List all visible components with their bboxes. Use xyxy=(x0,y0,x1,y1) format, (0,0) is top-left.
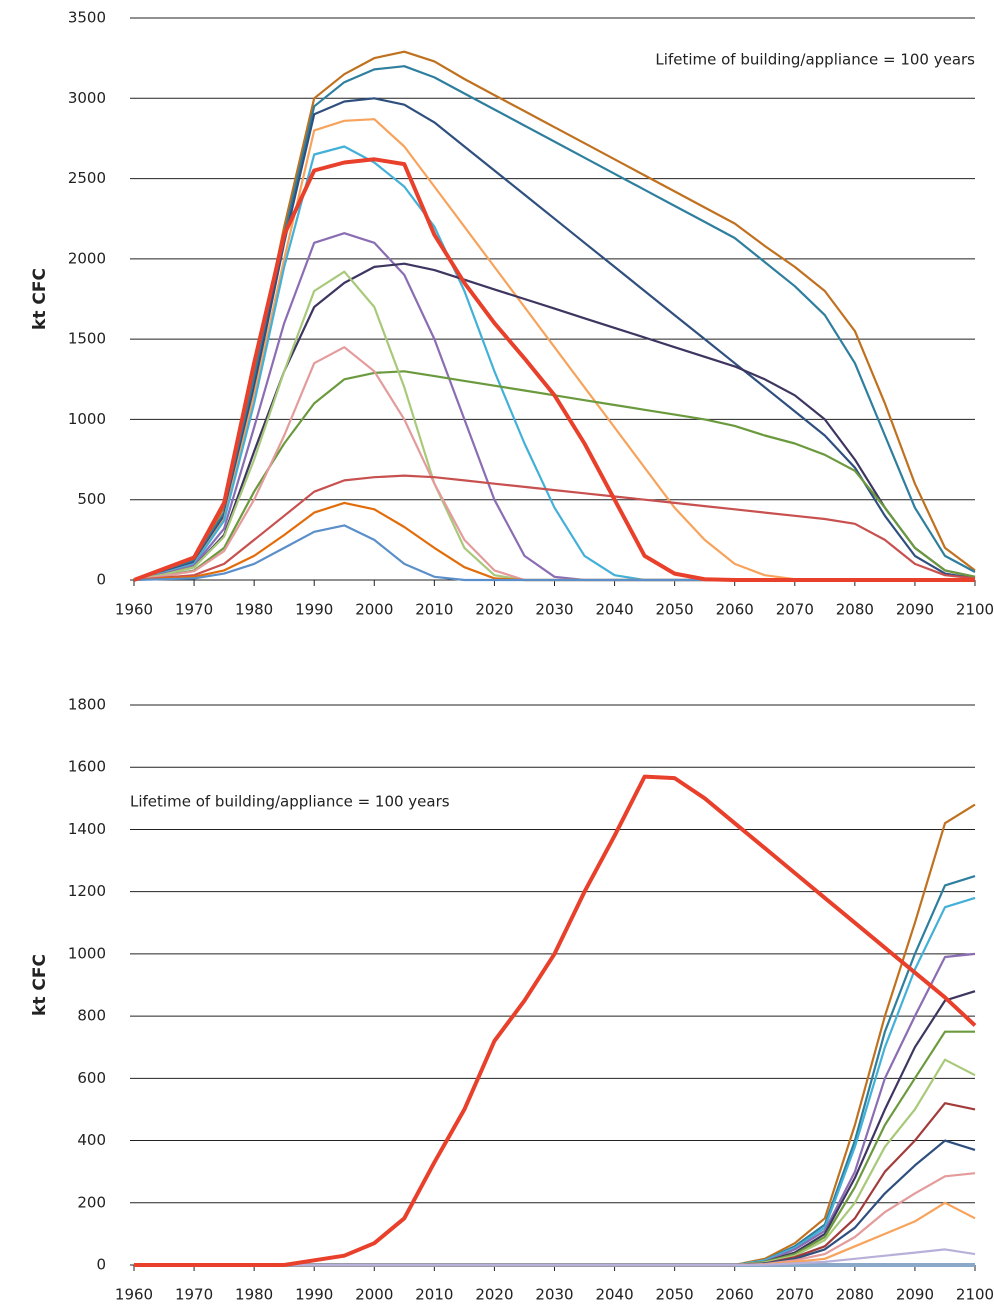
x-tick-label: 2080 xyxy=(836,1286,874,1304)
y-tick-label: 0 xyxy=(96,1256,106,1274)
y-tick-label: 1600 xyxy=(68,758,106,776)
series-line xyxy=(133,97,976,582)
x-tick-label: 1970 xyxy=(175,1286,213,1304)
annotation: Lifetime of building/appliance = 100 yea… xyxy=(655,51,975,69)
y-tick-label: 1000 xyxy=(68,944,106,962)
x-tick-label: 1980 xyxy=(235,1286,273,1304)
x-tick-label: 2030 xyxy=(535,601,573,619)
y-tick-label: 1200 xyxy=(68,882,106,900)
series-line xyxy=(133,50,976,582)
y-tick-label: 1000 xyxy=(68,410,106,428)
x-tick-label: 1960 xyxy=(115,1286,153,1304)
x-tick-label: 2040 xyxy=(595,601,633,619)
x-tick-label: 2050 xyxy=(656,1286,694,1304)
series-line xyxy=(134,774,977,1267)
y-tick-label: 1500 xyxy=(68,330,106,348)
x-tick-label: 2100 xyxy=(956,1286,994,1304)
series-line xyxy=(133,501,975,582)
y-tick-label: 600 xyxy=(77,1069,106,1087)
y-tick-label: 200 xyxy=(77,1193,106,1211)
series-line xyxy=(133,262,976,582)
annotation: Lifetime of building/appliance = 100 yea… xyxy=(130,793,450,811)
x-tick-label: 2080 xyxy=(836,601,874,619)
y-tick-label: 3000 xyxy=(68,89,106,107)
x-tick-label: 2020 xyxy=(475,1286,513,1304)
x-tick-label: 1960 xyxy=(115,601,153,619)
x-tick-label: 2020 xyxy=(475,601,513,619)
x-tick-label: 2030 xyxy=(535,1286,573,1304)
y-tick-label: 2000 xyxy=(68,249,106,267)
y-axis-label: kt CFC xyxy=(30,954,50,1016)
y-tick-label: 1400 xyxy=(68,820,106,838)
x-tick-label: 2050 xyxy=(656,601,694,619)
y-tick-label: 3500 xyxy=(68,9,106,27)
y-tick-label: 500 xyxy=(77,490,106,508)
x-tick-label: 2090 xyxy=(896,1286,934,1304)
x-tick-label: 2000 xyxy=(355,601,393,619)
y-tick-label: 2500 xyxy=(68,169,106,187)
series-line xyxy=(134,1248,976,1267)
x-tick-label: 1990 xyxy=(295,1286,333,1304)
x-tick-label: 2000 xyxy=(355,1286,393,1304)
x-tick-label: 2070 xyxy=(776,601,814,619)
x-tick-label: 1990 xyxy=(295,601,333,619)
series-line xyxy=(133,346,975,582)
series-line xyxy=(133,157,975,582)
x-tick-label: 2100 xyxy=(956,601,994,619)
x-tick-label: 2010 xyxy=(415,1286,453,1304)
x-tick-label: 2090 xyxy=(896,601,934,619)
x-tick-label: 1980 xyxy=(235,601,273,619)
x-tick-label: 2060 xyxy=(716,1286,754,1304)
x-tick-label: 2060 xyxy=(716,601,754,619)
series-line xyxy=(134,875,976,1267)
x-tick-label: 2070 xyxy=(776,1286,814,1304)
y-tick-label: 1800 xyxy=(68,696,106,714)
y-tick-label: 800 xyxy=(77,1007,106,1025)
series-line xyxy=(134,1030,975,1267)
series-line xyxy=(133,232,975,582)
series-line xyxy=(133,474,976,582)
x-tick-label: 2040 xyxy=(595,1286,633,1304)
series-line xyxy=(134,1201,976,1267)
series-line xyxy=(134,952,976,1267)
x-tick-label: 2010 xyxy=(415,601,453,619)
y-tick-label: 400 xyxy=(77,1131,106,1149)
y-axis-label: kt CFC xyxy=(30,268,50,330)
x-tick-label: 1970 xyxy=(175,601,213,619)
y-tick-label: 0 xyxy=(96,571,106,589)
